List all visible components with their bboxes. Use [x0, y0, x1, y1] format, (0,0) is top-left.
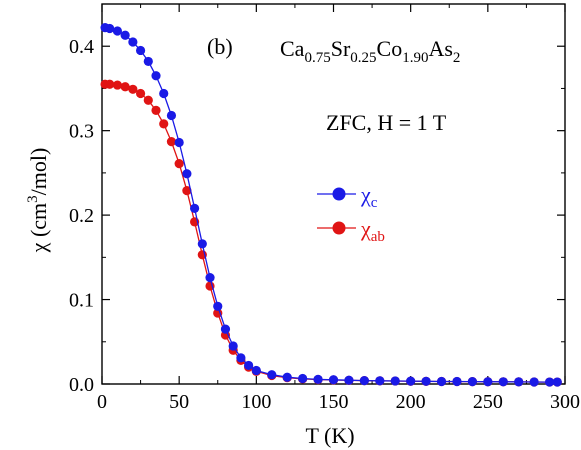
data-point	[544, 377, 555, 387]
x-tick-label: 50	[169, 391, 189, 413]
series-c	[100, 23, 562, 387]
compound-label: Ca0.75Sr0.25Co1.90As2	[280, 36, 460, 66]
data-point	[498, 377, 508, 387]
x-axis-title: T (K)	[305, 423, 354, 448]
x-tick-label: 250	[473, 391, 503, 413]
data-point	[390, 376, 400, 386]
data-point	[197, 239, 207, 249]
panel-label: (b)	[207, 34, 233, 59]
x-tick-label: 200	[396, 391, 426, 413]
data-point	[375, 376, 385, 386]
data-point	[182, 186, 192, 196]
data-point	[359, 376, 369, 386]
data-point	[143, 95, 153, 105]
data-point	[344, 375, 354, 385]
data-point	[120, 30, 130, 40]
data-point	[174, 137, 184, 148]
data-point	[174, 159, 184, 169]
data-point	[213, 308, 223, 318]
y-axis-title: χ (cm3/mol)	[25, 148, 51, 254]
data-point	[166, 137, 177, 147]
data-point	[552, 377, 562, 387]
data-point	[244, 360, 254, 371]
y-tick-label: 0.0	[69, 374, 94, 396]
data-point	[514, 377, 524, 387]
data-point	[328, 375, 339, 385]
data-point	[421, 376, 431, 386]
legend-entry-ab: χab	[317, 216, 385, 245]
x-tick-label: 300	[550, 391, 580, 413]
data-point	[282, 372, 292, 382]
y-tick-label: 0.4	[69, 36, 94, 58]
legend: χc χab	[317, 182, 385, 245]
legend-entry-c: χc	[317, 182, 378, 211]
data-point	[135, 88, 146, 99]
data-point	[128, 37, 138, 47]
data-point	[151, 71, 161, 81]
legend-marker	[332, 221, 346, 235]
y-tick-label: 0.1	[69, 290, 94, 312]
data-point	[205, 273, 215, 283]
data-point	[313, 374, 323, 384]
data-point	[182, 169, 192, 179]
data-point	[267, 370, 277, 380]
data-point	[406, 376, 416, 386]
data-point	[228, 341, 238, 351]
data-point	[166, 110, 177, 121]
data-point	[112, 80, 123, 90]
data-point	[213, 301, 223, 311]
x-tick-label: 0	[97, 391, 107, 413]
legend-label: χc	[360, 182, 378, 211]
y-tick-label: 0.2	[69, 205, 94, 227]
x-tick-label: 100	[241, 391, 271, 413]
data-point	[251, 365, 261, 376]
data-point	[128, 84, 138, 94]
x-tick-label: 150	[319, 391, 349, 413]
data-series	[100, 23, 562, 387]
data-point	[436, 376, 447, 387]
data-point	[159, 88, 169, 99]
data-point	[151, 105, 161, 115]
data-point	[452, 376, 462, 387]
data-point	[467, 377, 477, 387]
data-point	[135, 45, 146, 56]
legend-marker	[332, 187, 346, 201]
data-point	[105, 79, 115, 89]
y-tick-label: 0.3	[69, 121, 94, 143]
legend-label: χab	[360, 216, 385, 245]
data-point	[143, 56, 153, 67]
series-line	[104, 26, 558, 383]
data-point	[112, 26, 123, 36]
data-point	[120, 82, 130, 92]
data-point	[190, 203, 200, 213]
data-point	[236, 353, 246, 363]
condition-label: ZFC, H = 1 T	[326, 110, 447, 135]
data-point	[159, 119, 169, 129]
data-point	[483, 377, 493, 387]
data-point	[529, 377, 539, 387]
data-point	[298, 373, 308, 384]
data-point	[105, 23, 115, 34]
data-point	[220, 324, 231, 334]
